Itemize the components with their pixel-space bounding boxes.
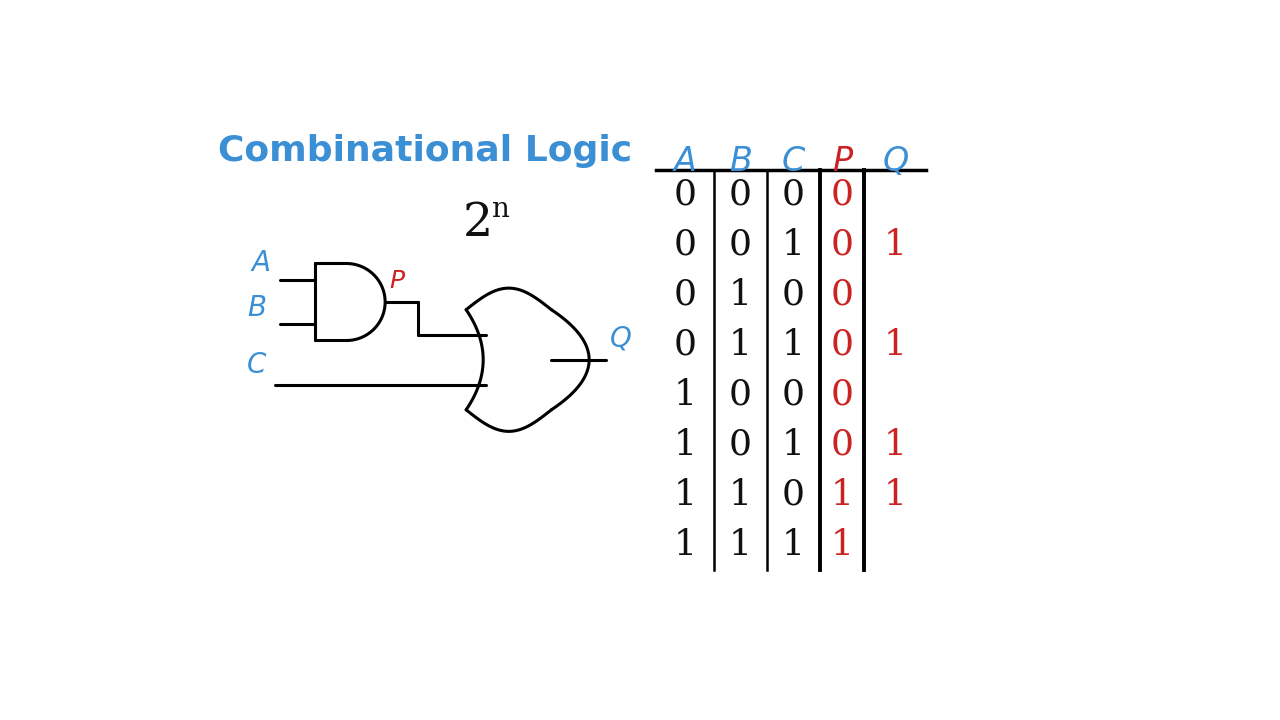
Text: 0: 0 xyxy=(730,228,751,261)
Text: 1: 1 xyxy=(730,478,751,512)
Text: 1: 1 xyxy=(884,328,908,361)
Text: 2: 2 xyxy=(462,200,493,246)
Text: 0: 0 xyxy=(673,278,696,312)
Text: 1: 1 xyxy=(831,528,854,562)
Text: 1: 1 xyxy=(782,328,805,361)
Text: C: C xyxy=(247,351,266,379)
Text: 1: 1 xyxy=(673,428,696,462)
Text: 1: 1 xyxy=(730,278,751,312)
Text: 1: 1 xyxy=(884,478,908,512)
Text: 0: 0 xyxy=(831,278,854,312)
Text: C: C xyxy=(782,145,805,179)
Text: 0: 0 xyxy=(782,478,805,512)
Text: 0: 0 xyxy=(782,278,805,312)
Text: P: P xyxy=(389,269,404,293)
Text: 1: 1 xyxy=(884,428,908,462)
Text: A: A xyxy=(673,145,696,179)
Text: 1: 1 xyxy=(782,228,805,261)
Text: B: B xyxy=(730,145,751,179)
Text: 0: 0 xyxy=(831,378,854,412)
Text: 1: 1 xyxy=(730,328,751,361)
Text: 0: 0 xyxy=(831,328,854,361)
Text: 1: 1 xyxy=(831,478,854,512)
Text: 0: 0 xyxy=(730,428,751,462)
Text: n: n xyxy=(492,196,509,222)
Text: 1: 1 xyxy=(730,528,751,562)
Text: 0: 0 xyxy=(673,228,696,261)
Text: 0: 0 xyxy=(782,378,805,412)
Text: 1: 1 xyxy=(782,428,805,462)
Text: 1: 1 xyxy=(673,478,696,512)
Text: 0: 0 xyxy=(730,378,751,412)
Text: 0: 0 xyxy=(831,428,854,462)
Text: 0: 0 xyxy=(831,178,854,212)
Text: 0: 0 xyxy=(673,328,696,361)
Text: 0: 0 xyxy=(831,228,854,261)
Text: 0: 0 xyxy=(673,178,696,212)
Text: Q: Q xyxy=(609,324,631,352)
Text: 1: 1 xyxy=(782,528,805,562)
Text: 0: 0 xyxy=(730,178,751,212)
Text: 1: 1 xyxy=(673,528,696,562)
Text: B: B xyxy=(247,294,266,322)
Text: Combinational Logic: Combinational Logic xyxy=(218,134,632,168)
Text: 1: 1 xyxy=(884,228,908,261)
Text: P: P xyxy=(832,145,852,179)
Text: A: A xyxy=(251,248,270,276)
Text: Q: Q xyxy=(882,145,909,179)
Text: 0: 0 xyxy=(782,178,805,212)
Text: 1: 1 xyxy=(673,378,696,412)
